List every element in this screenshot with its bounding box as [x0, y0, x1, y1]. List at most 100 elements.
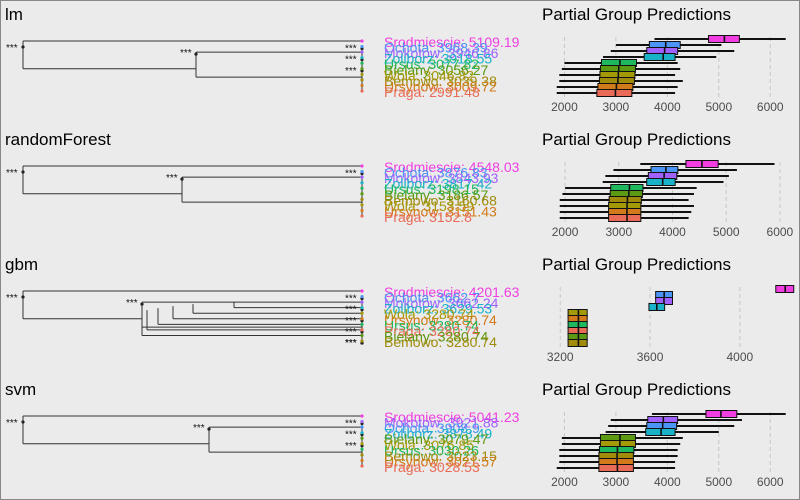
sig-label: ***	[345, 44, 357, 55]
x-tick-label: 4000	[727, 350, 754, 364]
leaf-label: Ochota: 3968.39	[384, 40, 488, 56]
sig-label: ***	[6, 418, 18, 429]
x-tick-label: 5000	[705, 475, 732, 489]
model-title: randomForest	[5, 130, 111, 149]
leaf-label: Srodmiescie: 5109.19	[384, 34, 520, 50]
sig-label: ***	[345, 66, 357, 77]
x-tick-label: 4000	[654, 475, 681, 489]
dendro-leaf	[360, 197, 364, 201]
sig-label: ***	[345, 294, 357, 305]
leaf-label: Ursynow: 3280.74	[384, 312, 497, 328]
pred-title: Partial Group Predictions	[542, 5, 731, 24]
sig-label: ***	[345, 305, 357, 316]
dendro-leaf	[360, 453, 364, 457]
sig-label: ***	[166, 173, 178, 184]
sig-label: ***	[345, 419, 357, 430]
leaf-label: Praga: 3152.8	[384, 209, 472, 225]
model-title: lm	[5, 5, 23, 24]
leaf-label: Srodmiescie: 4548.03	[384, 159, 520, 175]
leaf-label: Ursynow: 3021.57	[384, 453, 497, 469]
dendro-leaf	[360, 72, 364, 76]
dendro-leaf	[360, 67, 364, 71]
leaf-label: Mokotow: 3921.88	[384, 415, 499, 431]
dendro-leaf	[360, 39, 364, 43]
x-tick-label: 2000	[551, 100, 578, 114]
leaf-label: Ursus: 3077.82	[384, 56, 479, 72]
dendro-node	[21, 295, 25, 299]
box-body	[608, 214, 642, 222]
leaf-label: Zoliborz: 3878.49	[384, 426, 492, 442]
leaf-label: Bielany: 3056.27	[384, 62, 489, 78]
sig-label: ***	[345, 55, 357, 66]
dendro-leaf	[360, 317, 364, 321]
leaf-label: Srodmiescie: 5041.23	[384, 409, 520, 425]
sig-label: ***	[6, 43, 18, 54]
box-body	[598, 464, 634, 472]
sig-label: ***	[345, 430, 357, 441]
dendro-node	[21, 420, 25, 424]
leaf-label: Ursus: 3030.26	[384, 442, 479, 458]
sig-label: ***	[180, 48, 192, 59]
leaf-label: Mokotow: 3946.86	[384, 45, 499, 61]
x-tick-label: 2000	[552, 225, 579, 239]
leaf-label: Praga: 2991.48	[384, 84, 480, 100]
leaf-label: Srodmiescie: 4201.63	[384, 284, 520, 300]
dendro-leaf	[360, 311, 364, 315]
leaf-label: Wola: 3153.59	[384, 198, 474, 214]
dendro-leaf	[360, 289, 364, 293]
dendro-leaf	[360, 414, 364, 418]
panel-randomforest: randomForest Partial Group Predictions *…	[1, 126, 799, 251]
dendro-leaf	[360, 425, 364, 429]
dendro-leaf	[360, 83, 364, 88]
dendro-node	[207, 427, 211, 431]
leaf-label: Wola: 3046.82	[384, 67, 474, 83]
x-tick-label: 3000	[605, 225, 632, 239]
dendro-leaf	[360, 419, 364, 424]
x-tick-label: 5000	[713, 225, 740, 239]
leaf-label: Wola: 3076.85	[384, 437, 474, 453]
dendro-leaf	[360, 203, 364, 207]
sig-label: ***	[345, 327, 357, 338]
dendro-node	[180, 177, 184, 181]
dendro-leaf	[360, 306, 364, 310]
pred-title: Partial Group Predictions	[542, 130, 731, 149]
dendro-leaf	[360, 44, 364, 49]
x-tick-label: 6000	[757, 100, 784, 114]
sig-label: ***	[345, 169, 357, 180]
leaf-label: Ursus: 3198.15	[384, 181, 479, 197]
model-title: svm	[5, 380, 37, 399]
pred-title: Partial Group Predictions	[542, 380, 731, 399]
leaf-label: Praga: 3028.53	[384, 459, 480, 475]
sig-label: ***	[345, 338, 357, 349]
dendro-leaf	[360, 294, 364, 299]
leaf-label: Zoliborz: 3918.55	[384, 51, 492, 67]
dendro-leaf	[360, 458, 364, 463]
leaf-label: Mokotow: 3843.93	[384, 170, 499, 186]
model-title: gbm	[5, 255, 39, 274]
sig-label: ***	[6, 293, 18, 304]
dendro-node	[21, 45, 25, 49]
x-tick-label: 4000	[659, 225, 686, 239]
x-tick-label: 3000	[603, 475, 630, 489]
sig-label: ***	[193, 423, 205, 434]
dendro-node	[194, 52, 198, 56]
dendro-leaf	[360, 333, 364, 338]
panel-gbm: gbm Partial Group Predictions *** *** *** *…	[1, 251, 799, 376]
panel-graphics: *** *** *********Srodmiescie: 5109.19Ochot…	[6, 34, 786, 114]
dendro-leaf	[360, 192, 364, 196]
dendro-leaf	[360, 328, 364, 332]
box-body	[646, 178, 676, 186]
sig-label: ***	[126, 298, 138, 309]
leaf-label: Ursynow: 3151.43	[384, 203, 497, 219]
dendro-leaf	[360, 78, 364, 82]
dendro-leaf	[360, 442, 364, 446]
leaf-label: Bielany: 3186.57	[384, 187, 489, 203]
leaf-label: Praga: 3280.74	[384, 323, 480, 339]
panel-svm: svm Partial Group Predictions *** *** *** *…	[1, 376, 799, 499]
leaf-label: Ursus: 3280.74	[384, 317, 479, 333]
x-tick-label: 4000	[654, 100, 681, 114]
dendro-leaf	[360, 431, 364, 435]
dendro-leaf	[360, 447, 364, 451]
